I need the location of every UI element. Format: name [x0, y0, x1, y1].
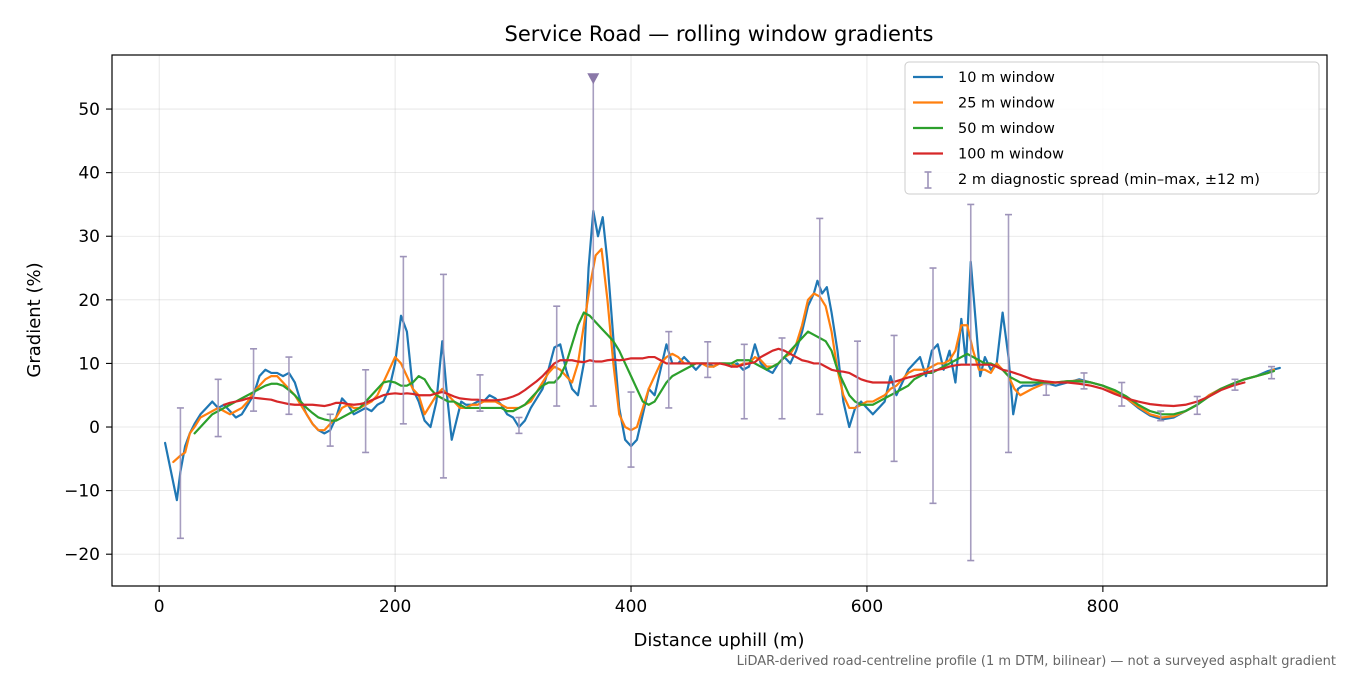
series-line-1 [163, 209, 1281, 502]
errorbar [326, 413, 334, 447]
legend-item: 2 m diagnostic spread (min–max, ±12 m) [924, 171, 1260, 189]
axis-ticks: 0 200 400 600 800 −20 −10 0 10 20 30 40 50 [64, 100, 1119, 617]
x-tick-label: 0 [154, 597, 165, 617]
errorbar [740, 343, 748, 420]
errorbar [285, 356, 293, 416]
y-tick-label: 50 [78, 100, 100, 120]
errorbar [816, 217, 824, 416]
x-tick-label: 400 [615, 597, 647, 617]
errorbar [399, 255, 407, 425]
errorbar [362, 368, 370, 454]
errorbar [1118, 381, 1126, 407]
legend-item: 100 m window [913, 147, 1064, 163]
x-tick-label: 200 [379, 597, 411, 617]
errorbar [778, 337, 786, 420]
errorbar [1193, 395, 1201, 416]
y-axis-label: Gradient (%) [24, 262, 45, 377]
errorbar-layer [176, 73, 1276, 562]
errorbar [1042, 383, 1050, 397]
errorbar [439, 273, 447, 479]
legend-label: 10 m window [958, 70, 1055, 86]
errorbar [854, 340, 862, 454]
legend-item: 50 m window [913, 121, 1055, 137]
errorbar [1157, 410, 1165, 422]
y-tick-label: 20 [78, 291, 100, 311]
legend-label: 25 m window [958, 96, 1055, 112]
legend-item: 10 m window [913, 70, 1055, 86]
legend-label: 100 m window [958, 147, 1064, 163]
plot-frame [111, 54, 1328, 587]
legend-label: 50 m window [958, 121, 1055, 137]
errorbar [665, 330, 673, 409]
errorbar-series [176, 76, 1276, 562]
errorbar [1080, 372, 1088, 390]
y-tick-label: 30 [78, 227, 100, 247]
errorbar [967, 203, 975, 562]
legend-label: 2 m diagnostic spread (min–max, ±12 m) [958, 172, 1260, 188]
y-tick-label: 0 [89, 418, 100, 438]
errorbar [1231, 378, 1239, 391]
errorbar [250, 347, 258, 412]
chart-title: Service Road — rolling window gradients [505, 22, 934, 46]
clipped-marker [587, 73, 600, 85]
errorbar [515, 416, 523, 435]
series-line-3 [193, 311, 1276, 435]
y-tick-label: −20 [64, 545, 100, 565]
legend: 10 m window 25 m window 50 m window 100 m w… [904, 61, 1320, 195]
y-tick-label: 10 [78, 354, 100, 374]
errorbar [553, 305, 561, 407]
errorbar [704, 341, 712, 379]
errorbar [890, 334, 898, 463]
errorbar [476, 374, 484, 412]
errorbar [214, 378, 222, 438]
y-tick-label: −10 [64, 482, 100, 502]
legend-item: 25 m window [913, 96, 1055, 112]
errorbar [1268, 365, 1276, 380]
x-tick-label: 600 [851, 597, 883, 617]
series-layer [163, 209, 1281, 502]
errorbar [1005, 213, 1013, 454]
x-tick-label: 800 [1087, 597, 1119, 617]
y-tick-label: 40 [78, 164, 100, 184]
errorbar [176, 407, 184, 540]
footnote: LiDAR-derived road-centreline profile (1… [737, 654, 1336, 669]
x-axis-label: Distance uphill (m) [634, 630, 805, 651]
errorbar [929, 267, 937, 505]
legend-box [904, 61, 1320, 195]
series-line-4 [222, 347, 1246, 408]
errorbar [627, 391, 635, 468]
